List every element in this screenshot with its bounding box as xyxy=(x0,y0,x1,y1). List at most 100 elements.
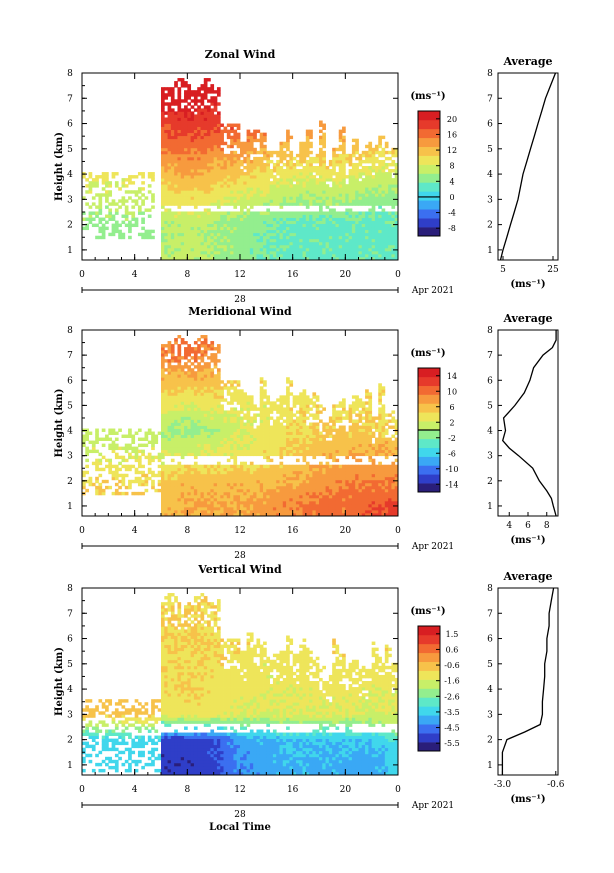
heatmap-cell xyxy=(236,138,241,143)
heatmap-cell xyxy=(355,220,359,225)
heatmap-cell xyxy=(187,150,192,155)
heatmap-cell xyxy=(210,162,215,167)
heatmap-cell xyxy=(286,193,290,197)
profile-y-tick-label: 6 xyxy=(487,120,493,130)
heatmap-cell xyxy=(266,395,271,399)
heatmap-cell xyxy=(170,431,175,435)
heatmap-cell xyxy=(210,410,215,414)
heatmap-cell xyxy=(180,494,185,499)
heatmap-cell xyxy=(263,132,267,137)
heatmap-cell xyxy=(381,247,386,252)
heatmap-cell xyxy=(144,479,149,484)
heatmap-cell xyxy=(200,509,205,514)
heatmap-cell xyxy=(197,223,201,228)
heatmap-cell xyxy=(174,159,178,164)
heatmap-cell xyxy=(167,156,172,161)
heatmap-cell xyxy=(193,120,198,124)
heatmap-cell xyxy=(187,440,192,445)
heatmap-cell xyxy=(236,428,241,432)
heatmap-cell xyxy=(371,199,376,203)
heatmap-cell xyxy=(170,452,175,457)
heatmap-cell xyxy=(207,422,211,426)
heatmap-cell xyxy=(325,247,330,252)
profile-y-tick-label: 5 xyxy=(487,145,493,155)
heatmap-cell xyxy=(233,235,238,240)
heatmap-cell xyxy=(213,383,218,387)
heatmap-cell xyxy=(164,482,168,487)
heatmap-cell xyxy=(105,458,109,463)
heatmap-cell xyxy=(200,138,205,143)
heatmap-cell xyxy=(184,135,188,140)
heatmap-cell xyxy=(378,135,382,140)
heatmap-cell xyxy=(147,440,152,445)
heatmap-cell xyxy=(253,181,257,185)
heatmap-cell xyxy=(325,235,330,240)
heatmap-cell xyxy=(315,229,320,234)
heatmap-cell xyxy=(266,235,271,240)
heatmap-cell xyxy=(374,159,379,164)
heatmap-cell xyxy=(167,395,172,399)
heatmap-cell xyxy=(213,410,218,414)
heatmap-cell xyxy=(128,434,132,438)
heatmap-cell xyxy=(371,153,376,158)
heatmap-cell xyxy=(249,464,254,469)
heatmap-cell xyxy=(203,425,208,429)
heatmap-cell xyxy=(276,165,280,170)
heatmap-cell xyxy=(193,178,198,182)
heatmap-cell xyxy=(243,241,247,246)
heatmap-cell xyxy=(170,386,175,390)
heatmap-cell xyxy=(233,162,238,167)
heatmap-cell xyxy=(289,220,294,225)
heatmap-cell xyxy=(319,214,323,218)
heatmap-cell xyxy=(174,126,178,130)
heatmap-cell xyxy=(203,199,208,203)
heatmap-cell xyxy=(351,175,356,179)
heatmap-cell xyxy=(240,162,244,167)
heatmap-cell xyxy=(249,431,254,435)
heatmap-cell xyxy=(259,181,264,185)
heatmap-cell xyxy=(253,494,257,499)
heatmap-cell xyxy=(213,497,218,502)
heatmap-cell xyxy=(213,386,218,390)
heatmap-cell xyxy=(263,238,267,243)
heatmap-cell xyxy=(259,156,264,161)
heatmap-cell xyxy=(108,470,113,475)
heatmap-cell xyxy=(338,193,343,197)
heatmap-cell xyxy=(167,470,172,475)
heatmap-cell xyxy=(187,123,192,127)
heatmap-cell xyxy=(256,187,261,191)
heatmap-cell xyxy=(184,464,188,469)
heatmap-cell xyxy=(279,184,284,188)
heatmap-cell xyxy=(256,162,261,167)
heatmap-cell xyxy=(240,452,244,457)
heatmap-cell xyxy=(164,401,168,405)
heatmap-cell xyxy=(319,235,323,240)
colorbar-swatch xyxy=(418,146,440,156)
heatmap-cell xyxy=(216,407,221,411)
heatmap-cell xyxy=(332,253,336,258)
heatmap-cell xyxy=(203,123,208,127)
heatmap-cell xyxy=(332,214,336,218)
heatmap-cell xyxy=(223,452,228,457)
heatmap-cell xyxy=(216,238,221,243)
heatmap-cell xyxy=(240,494,244,499)
heatmap-cell xyxy=(276,184,280,188)
heatmap-cell xyxy=(174,223,178,228)
heatmap-cell xyxy=(388,187,392,191)
heatmap-cell xyxy=(207,220,211,225)
heatmap-cell xyxy=(374,144,379,149)
heatmap-cell xyxy=(266,220,271,225)
heatmap-cell xyxy=(230,506,234,511)
heatmap-cell xyxy=(309,211,313,215)
heatmap-cell xyxy=(253,416,257,420)
heatmap-cell xyxy=(263,190,267,194)
heatmap-cell xyxy=(240,431,244,435)
heatmap-cell xyxy=(193,464,198,469)
heatmap-cell xyxy=(187,392,192,396)
heatmap-cell xyxy=(240,509,244,514)
heatmap-cell xyxy=(240,389,244,393)
heatmap-cell xyxy=(210,491,215,496)
heatmap-cell xyxy=(167,386,172,390)
heatmap-cell xyxy=(233,497,238,502)
heatmap-cell xyxy=(187,488,192,493)
